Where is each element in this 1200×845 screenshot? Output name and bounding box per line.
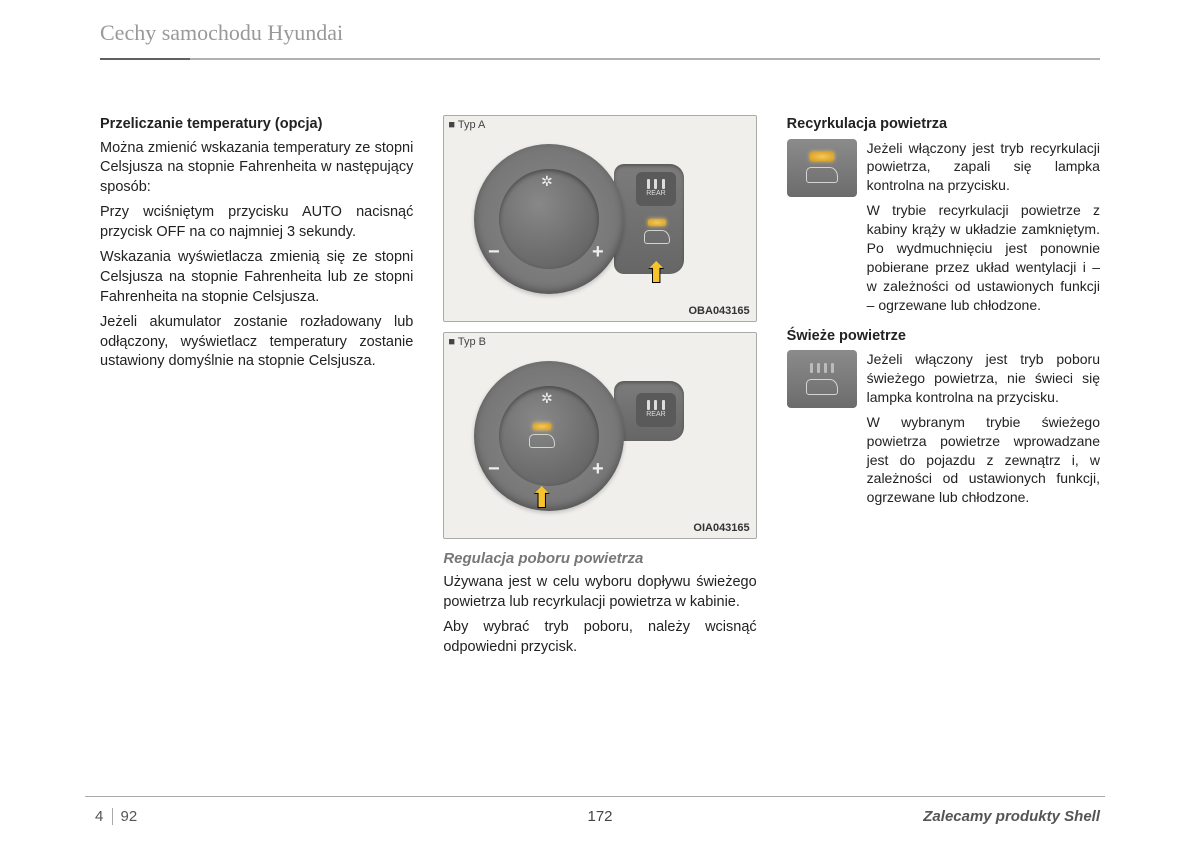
footer-rule <box>85 796 1105 797</box>
minus-icon: − <box>488 239 500 266</box>
col3-p4: W wybranym trybie świeżego powietrza pow… <box>867 413 1100 507</box>
minus-icon: − <box>488 456 500 483</box>
arrow-icon: ⬆ <box>530 479 553 517</box>
car-recirc-icon <box>806 167 838 183</box>
column-2: ■ Typ A REAR ✲ − + ⬆ <box>443 115 756 664</box>
footer-brand-note: Zalecamy produkty Shell <box>923 808 1100 825</box>
figure-b-label: ■ Typ B <box>448 335 486 350</box>
col3-p3: Jeżeli włączony jest tryb poboru świeżeg… <box>867 350 1100 407</box>
dial-b: REAR ✲ − + ⬆ <box>474 361 684 511</box>
defrost-icon <box>647 179 665 189</box>
col3-heading-recirc: Recyrkulacja powietrza <box>787 115 1100 135</box>
figure-b-code: OIA043165 <box>693 521 749 536</box>
rear-defrost-button-b: REAR <box>636 393 676 427</box>
car-fresh-icon <box>806 379 838 395</box>
col3-heading-fresh: Świeże powietrze <box>787 327 1100 347</box>
rear-label-b: REAR <box>646 410 665 419</box>
fan-icon: ✲ <box>541 172 557 188</box>
dial-a: REAR ✲ − + ⬆ <box>474 144 684 294</box>
plus-icon: + <box>592 456 604 483</box>
col1-heading: Przeliczanie temperatury (opcja) <box>100 115 413 135</box>
col1-p2: Przy wciśniętym przycisku AUTO nacisnąć … <box>100 203 413 242</box>
defrost-icon <box>647 400 665 410</box>
recirc-icon-block <box>787 139 857 197</box>
rear-label: REAR <box>646 189 665 198</box>
col1-p4: Jeżeli akumulator zostanie rozładowany l… <box>100 313 413 372</box>
col3-p1: Jeżeli włączony jest tryb recyrkulacji p… <box>867 139 1100 196</box>
car-recirc-icon <box>529 434 555 448</box>
content-columns: Przeliczanie temperatury (opcja) Można z… <box>100 115 1100 664</box>
page-title: Cechy samochodu Hyundai <box>100 20 343 46</box>
fresh-air-vent-icon <box>810 363 834 373</box>
fan-icon: ✲ <box>541 389 557 405</box>
title-rule <box>100 58 1100 60</box>
recirc-lamp-on-icon <box>810 152 834 161</box>
rear-defrost-button: REAR <box>636 172 676 206</box>
column-3: Recyrkulacja powietrza Jeżeli włączony j… <box>787 115 1100 664</box>
col3-p2: W trybie recyrkulacji powietrze z kabiny… <box>867 201 1100 314</box>
figure-a-code: OBA043165 <box>689 304 750 319</box>
col2-subheading: Regulacja poboru powietrza <box>443 549 756 569</box>
fresh-air-icon-block <box>787 350 857 408</box>
col2-p2: Aby wybrać tryb poboru, należy wcisnąć o… <box>443 618 756 657</box>
plus-icon: + <box>592 239 604 266</box>
car-recirc-icon <box>644 230 670 244</box>
figure-type-a: ■ Typ A REAR ✲ − + ⬆ <box>443 115 756 322</box>
col2-p1: Używana jest w celu wyboru dopływu śwież… <box>443 573 756 612</box>
col1-p3: Wskazania wyświetlacza zmienią się ze st… <box>100 248 413 307</box>
arrow-icon: ⬆ <box>645 254 668 292</box>
col1-p1: Można zmienić wskazania temperatury ze s… <box>100 139 413 198</box>
figure-type-b: ■ Typ B REAR ✲ − + ⬆ OIA0 <box>443 332 756 539</box>
recirc-indicator-icon <box>648 219 666 226</box>
dial-b-side-panel: REAR <box>614 381 684 441</box>
recirc-indicator-icon <box>533 423 551 430</box>
figure-a-label: ■ Typ A <box>448 118 485 133</box>
column-1: Przeliczanie temperatury (opcja) Można z… <box>100 115 413 664</box>
